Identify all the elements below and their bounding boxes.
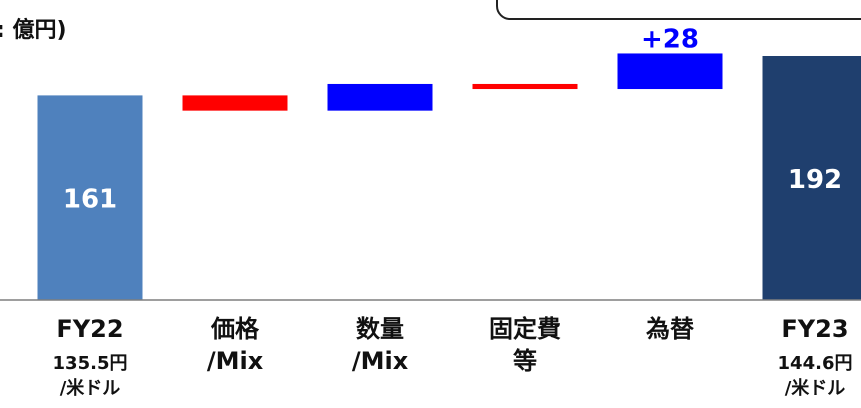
bar-5 bbox=[762, 56, 861, 300]
category-label-4-line1: 為替 bbox=[646, 315, 694, 343]
category-label-0-line2: 135.5円 bbox=[53, 353, 128, 374]
bar-1 bbox=[182, 95, 288, 111]
callout-box bbox=[496, 0, 861, 20]
category-label-2-line2: /Mix bbox=[352, 347, 409, 375]
category-label-2-line1: 数量 bbox=[356, 315, 404, 343]
bar-2 bbox=[327, 83, 433, 111]
category-label-0-line3: /米ドル bbox=[60, 377, 121, 399]
category-label-1-line2: /Mix bbox=[207, 347, 264, 375]
bar-value-label-5: 192 bbox=[788, 165, 842, 195]
category-label-0-line1: FY22 bbox=[56, 315, 123, 343]
category-label-5-line2: 144.6円 bbox=[778, 353, 853, 374]
unit-label: : 億円) bbox=[0, 18, 67, 43]
category-label-5-line1: FY23 bbox=[781, 315, 848, 343]
bar-0 bbox=[37, 95, 143, 300]
bar-3 bbox=[472, 83, 578, 90]
bar-4 bbox=[617, 53, 723, 90]
bar-value-label-0: 161 bbox=[63, 185, 117, 215]
category-label-1-line1: 価格 bbox=[210, 315, 260, 343]
category-label-3-line2: 等 bbox=[513, 347, 537, 375]
bar-value-label-4: +28 bbox=[641, 24, 699, 54]
category-label-3-line1: 固定費 bbox=[489, 315, 561, 343]
category-label-5-line3: /米ドル bbox=[785, 377, 846, 399]
